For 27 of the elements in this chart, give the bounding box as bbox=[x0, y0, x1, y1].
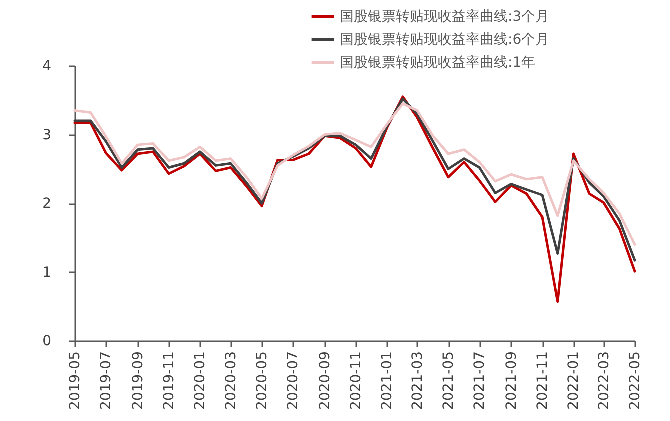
y-tick-label: 1 bbox=[42, 264, 52, 281]
x-tick-label: 2020-05 bbox=[254, 352, 271, 410]
x-tick-label: 2021-07 bbox=[472, 352, 488, 410]
x-tick-label: 2019-11 bbox=[162, 352, 178, 410]
x-tick-label: 2022-05 bbox=[628, 352, 644, 410]
y-tick-label: 0 bbox=[42, 334, 52, 350]
x-tick-label: 2020-09 bbox=[317, 352, 334, 410]
legend-label: 国股银票转贴现收益率曲线:3个月 bbox=[340, 9, 550, 25]
y-tick-label: 4 bbox=[42, 58, 52, 74]
x-tick-label: 2021-05 bbox=[441, 352, 458, 410]
x-tick-label: 2020-03 bbox=[223, 352, 240, 410]
y-tick-label: 3 bbox=[42, 127, 52, 144]
x-tick-label: 2019-05 bbox=[68, 352, 84, 410]
x-tick-label: 2021-09 bbox=[504, 352, 520, 410]
y-tick-label: 2 bbox=[42, 196, 52, 212]
x-tick-label: 2019-09 bbox=[130, 352, 146, 410]
x-tick-label: 2020-07 bbox=[286, 352, 302, 410]
x-tick-label: 2019-07 bbox=[98, 352, 115, 410]
x-tick-label: 2021-03 bbox=[410, 352, 426, 410]
x-tick-label: 2022-01 bbox=[566, 352, 582, 410]
x-tick-label: 2021-01 bbox=[380, 352, 396, 410]
legend-label: 国股银票转贴现收益率曲线:1年 bbox=[340, 55, 536, 71]
x-tick-label: 2021-11 bbox=[535, 352, 552, 410]
x-tick-label: 2020-11 bbox=[348, 352, 365, 410]
legend-label: 国股银票转贴现收益率曲线:6个月 bbox=[340, 32, 550, 48]
x-tick-label: 2022-03 bbox=[596, 352, 612, 410]
x-tick-label: 2020-01 bbox=[192, 352, 209, 410]
